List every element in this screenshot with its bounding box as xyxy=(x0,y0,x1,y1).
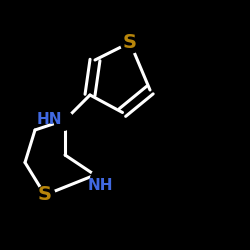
Text: S: S xyxy=(38,186,52,204)
Text: NH: NH xyxy=(87,178,113,192)
Text: HN: HN xyxy=(37,112,62,128)
Text: S: S xyxy=(123,33,137,52)
